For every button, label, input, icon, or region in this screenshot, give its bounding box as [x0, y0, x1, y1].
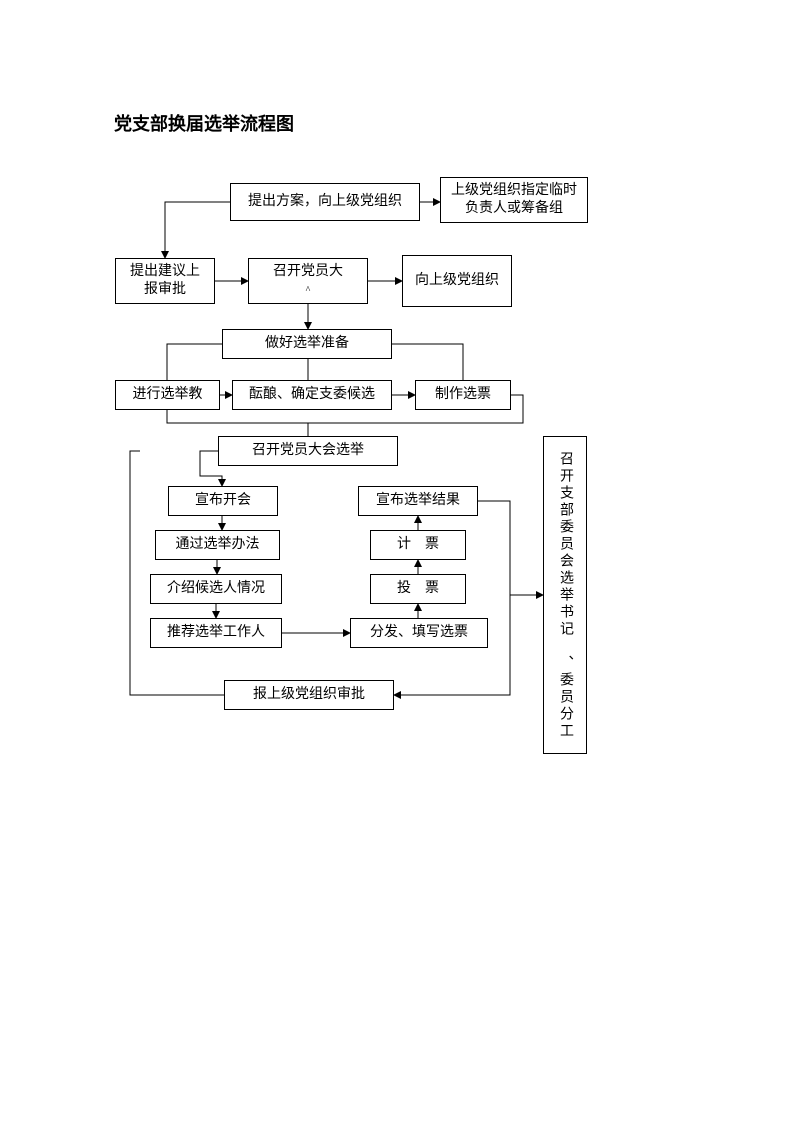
- node-committee-election: 召开支部委员会选举书记 、委员分工: [543, 436, 587, 754]
- node-designate-leader: 上级党组织指定临时负责人或筹备组: [440, 177, 588, 223]
- node-announce-meeting: 宣布开会: [168, 486, 278, 516]
- node-introduce-candidates: 介绍候选人情况: [150, 574, 282, 604]
- node-submit-approval: 提出建议上报审批: [115, 258, 215, 304]
- node-propose-plan: 提出方案，向上级党组织: [230, 183, 420, 221]
- node-distribute-ballots: 分发、填写选票: [350, 618, 488, 648]
- node-count-votes: 计 票: [370, 530, 466, 560]
- node-make-ballots: 制作选票: [415, 380, 511, 410]
- node-announce-result: 宣布选举结果: [358, 486, 478, 516]
- node-report-upper: 向上级党组织: [402, 255, 512, 307]
- page-title: 党支部换届选举流程图: [114, 110, 294, 136]
- node-determine-candidates: 酝酿、确定支委候选: [232, 380, 392, 410]
- node-report-approval: 报上级党组织审批: [224, 680, 394, 710]
- node-convene-election: 召开党员大会选举: [218, 436, 398, 466]
- node-election-education: 进行选举教: [115, 380, 220, 410]
- connectors-layer: [0, 0, 800, 1132]
- node-convene-members: 召开党员大 ^: [248, 258, 368, 304]
- node-recommend-staff: 推荐选举工作人: [150, 618, 282, 648]
- node-vote: 投 票: [370, 574, 466, 604]
- node-prepare-election: 做好选举准备: [222, 329, 392, 359]
- node-pass-method: 通过选举办法: [155, 530, 280, 560]
